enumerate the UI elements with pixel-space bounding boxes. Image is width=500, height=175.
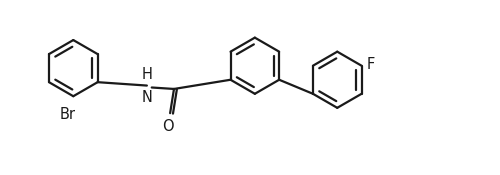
Text: O: O xyxy=(162,120,173,134)
Text: H: H xyxy=(142,67,153,82)
Text: N: N xyxy=(142,90,153,105)
Text: Br: Br xyxy=(60,107,76,122)
Text: F: F xyxy=(366,57,374,72)
